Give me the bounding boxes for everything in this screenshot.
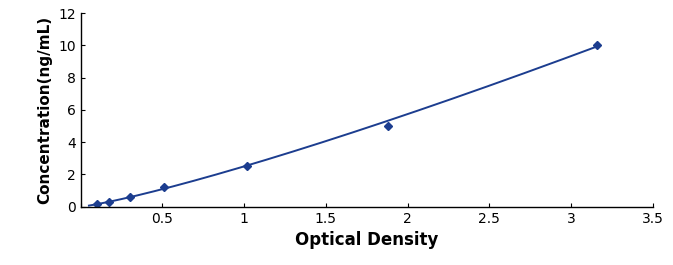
- X-axis label: Optical Density: Optical Density: [295, 231, 439, 249]
- Y-axis label: Concentration(ng/mL): Concentration(ng/mL): [38, 16, 52, 204]
